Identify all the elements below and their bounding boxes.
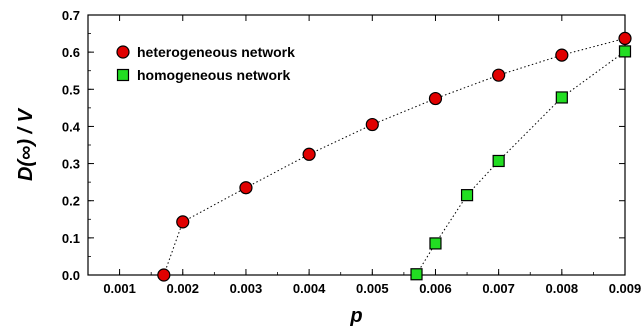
data-point bbox=[492, 68, 506, 82]
y-tick-label: 0.2 bbox=[62, 194, 80, 209]
axis-ticks: 0.001 0.002 0.003 0.004 0.005 0.006 0.007 0.008… bbox=[62, 8, 641, 296]
data-point bbox=[365, 117, 379, 132]
data-point bbox=[618, 31, 632, 46]
x-tick-label: 0.005 bbox=[356, 281, 389, 296]
data-point bbox=[302, 147, 316, 161]
y-tick-label: 0.4 bbox=[62, 119, 81, 134]
y-tick-label: 0.3 bbox=[62, 157, 80, 172]
data-point bbox=[239, 181, 253, 195]
y-tick-label: 0.1 bbox=[62, 231, 80, 246]
legend-marker bbox=[116, 45, 130, 59]
x-tick-label: 0.006 bbox=[419, 281, 452, 296]
x-tick-label: 0.009 bbox=[609, 281, 642, 296]
x-tick-label: 0.007 bbox=[482, 281, 515, 296]
x-tick-label: 0.008 bbox=[546, 281, 579, 296]
data-point bbox=[492, 154, 505, 168]
plot-series bbox=[157, 31, 632, 282]
legend-marker bbox=[116, 68, 130, 82]
y-tick-label: 0.5 bbox=[62, 82, 80, 97]
data-point bbox=[618, 45, 632, 58]
data-point bbox=[157, 268, 171, 282]
legend: heterogeneous network homogeneous network bbox=[116, 44, 295, 83]
series-heterogeneous bbox=[157, 31, 632, 282]
data-point bbox=[428, 91, 443, 106]
data-point bbox=[429, 237, 442, 250]
data-point bbox=[460, 189, 474, 202]
series-line bbox=[163, 37, 626, 276]
x-tick-label: 0.001 bbox=[103, 281, 136, 296]
x-tick-label: 0.004 bbox=[293, 281, 326, 296]
series-line bbox=[416, 50, 626, 275]
y-tick-label: 0.6 bbox=[62, 45, 80, 60]
x-tick-label: 0.003 bbox=[230, 281, 263, 296]
series-homogeneous bbox=[410, 45, 632, 281]
data-point bbox=[555, 91, 568, 104]
y-tick-label: 0.7 bbox=[62, 8, 80, 23]
legend-label: heterogeneous network bbox=[137, 44, 295, 60]
data-point bbox=[410, 268, 423, 281]
data-point bbox=[176, 215, 190, 229]
data-point bbox=[555, 48, 569, 62]
x-axis-title: p bbox=[349, 305, 362, 327]
x-tick-label: 0.002 bbox=[166, 281, 199, 296]
legend-label: homogeneous network bbox=[137, 67, 290, 83]
y-axis-title: D(∞) / V bbox=[15, 107, 37, 181]
y-tick-label: 0.0 bbox=[62, 268, 80, 283]
